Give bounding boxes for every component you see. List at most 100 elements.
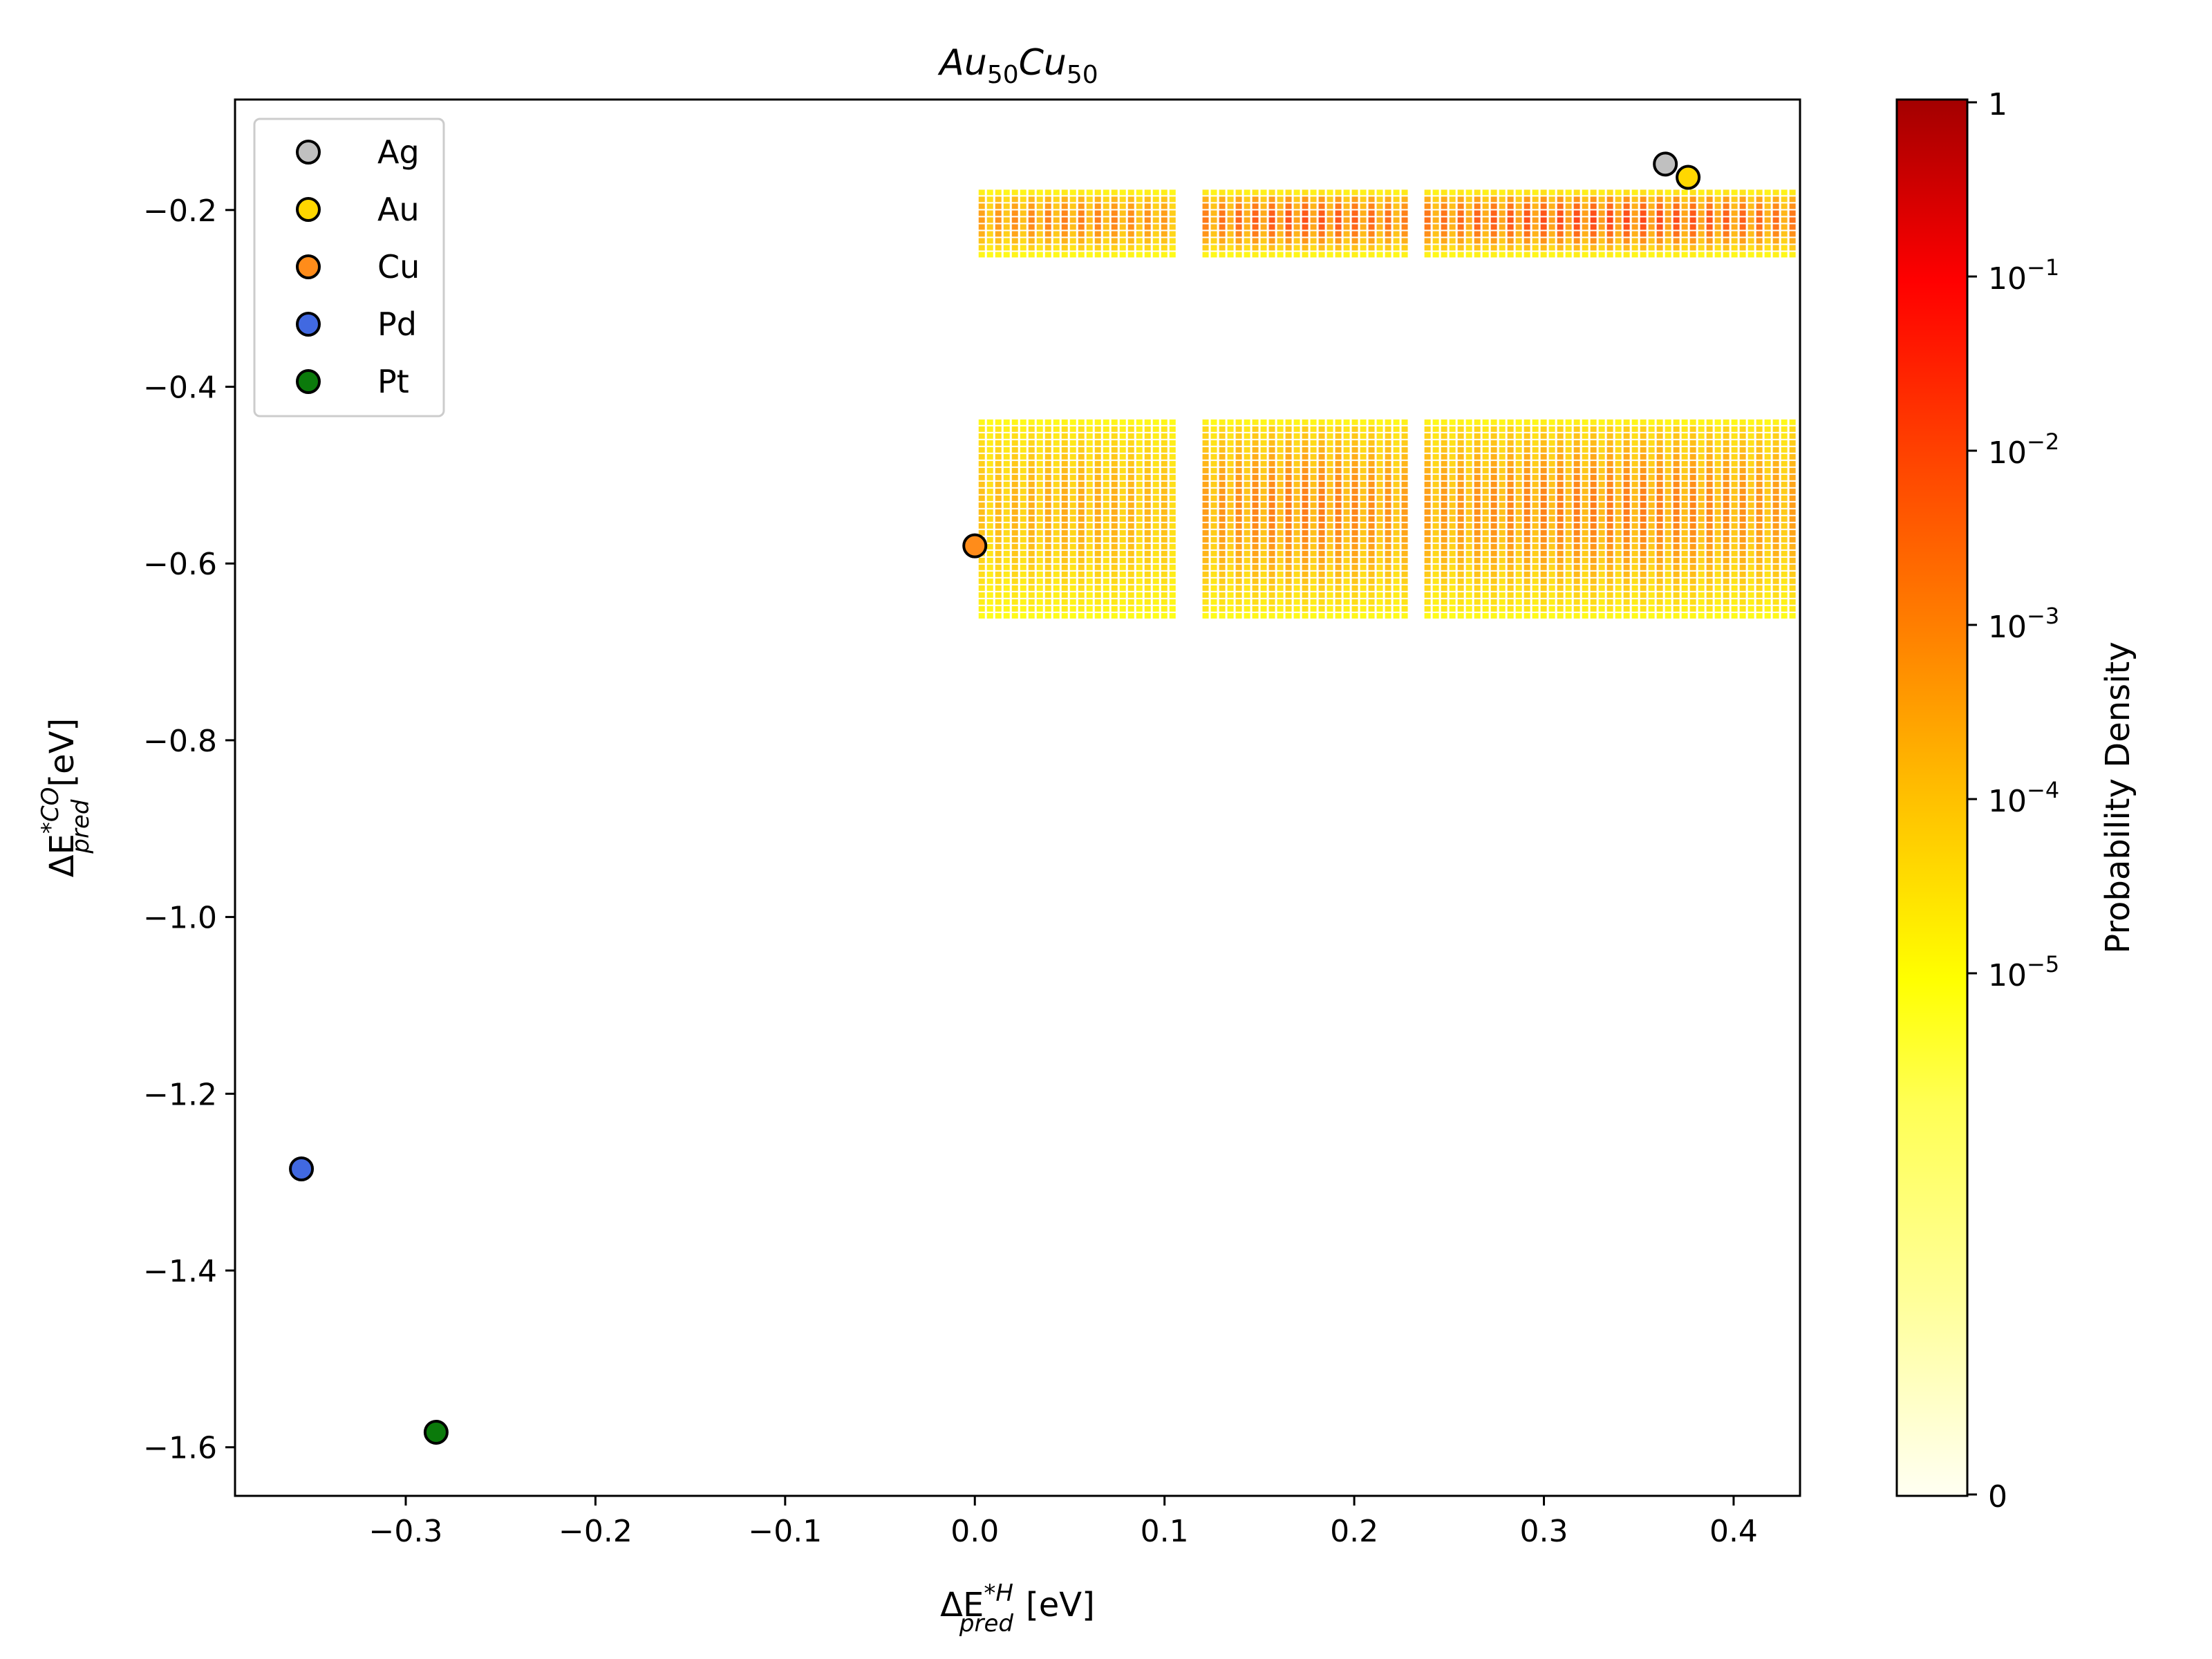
density-cell: [1343, 564, 1350, 570]
density-cell: [978, 474, 985, 480]
density-cell: [1441, 440, 1447, 446]
density-cell: [1507, 210, 1514, 216]
density-cell: [1747, 224, 1754, 230]
density-cell: [1393, 564, 1400, 570]
density-cell: [1441, 447, 1447, 453]
density-cell: [1127, 238, 1134, 244]
density-cell: [1260, 516, 1267, 522]
density-cell: [1260, 557, 1267, 563]
density-cell: [1401, 440, 1408, 446]
density-cell: [1169, 447, 1176, 453]
density-cell: [1268, 529, 1275, 536]
density-cell: [1111, 543, 1118, 550]
density-cell: [1202, 557, 1209, 563]
density-cell: [1689, 426, 1696, 432]
density-cell: [1631, 599, 1638, 605]
legend-marker-au: [296, 197, 321, 222]
density-cell: [1044, 543, 1051, 550]
density-cell: [986, 460, 993, 467]
density-cell: [1631, 238, 1638, 244]
density-cell: [1044, 453, 1051, 460]
density-cell: [1028, 426, 1035, 432]
density-cell: [1590, 550, 1597, 556]
density-cell: [1565, 523, 1572, 529]
density-cell: [1210, 543, 1217, 550]
density-cell: [1385, 571, 1391, 577]
density-cell: [1764, 550, 1771, 556]
density-cell: [1449, 571, 1456, 577]
density-cell: [1540, 433, 1547, 439]
density-cell: [1449, 509, 1456, 515]
legend-marker-pt: [296, 369, 321, 394]
x-tick-label: −0.3: [369, 1514, 443, 1549]
density-cell: [1078, 606, 1085, 612]
density-cell: [1136, 516, 1143, 522]
density-cell: [1069, 495, 1076, 501]
density-cell: [1293, 502, 1300, 508]
density-cell: [1540, 536, 1547, 543]
density-cell: [1665, 467, 1671, 474]
density-cell: [1640, 460, 1647, 467]
density-cell: [1310, 599, 1317, 605]
density-cell: [1582, 564, 1588, 570]
density-cell: [1557, 550, 1564, 556]
density-cell: [1393, 238, 1400, 244]
density-cell: [1606, 516, 1613, 522]
density-cell: [1335, 189, 1342, 196]
density-cell: [1235, 447, 1242, 453]
density-cell: [1011, 578, 1018, 584]
density-cell: [1490, 252, 1497, 258]
density-cell: [1268, 536, 1275, 543]
density-cell: [1277, 578, 1284, 584]
density-cell: [1310, 231, 1317, 237]
density-cell: [1094, 196, 1101, 203]
density-cell: [1011, 189, 1018, 196]
density-cell: [1360, 474, 1367, 480]
density-cell: [1343, 502, 1350, 508]
density-cell: [1028, 224, 1035, 230]
density-cell: [1119, 467, 1126, 474]
density-cell: [1169, 495, 1176, 501]
density-cell: [1681, 585, 1688, 591]
density-cell: [1127, 245, 1134, 251]
density-cell: [1161, 564, 1168, 570]
density-cell: [1756, 231, 1763, 237]
density-cell: [986, 453, 993, 460]
density-cell: [1260, 231, 1267, 237]
density-cell: [1482, 599, 1489, 605]
density-cell: [1698, 599, 1705, 605]
density-cell: [1623, 543, 1630, 550]
density-cell: [1681, 224, 1688, 230]
density-cell: [1747, 460, 1754, 467]
density-cell: [1706, 467, 1713, 474]
density-cell: [1318, 231, 1325, 237]
density-cell: [1606, 245, 1613, 251]
density-cell: [1393, 529, 1400, 536]
density-cell: [1515, 481, 1522, 487]
density-cell: [1277, 426, 1284, 432]
density-cell: [1318, 606, 1325, 612]
density-cell: [1360, 606, 1367, 612]
density-cell: [1524, 529, 1530, 536]
density-cell: [1623, 488, 1630, 494]
density-cell: [1482, 252, 1489, 258]
density-cell: [1681, 210, 1688, 216]
density-cell: [1432, 447, 1439, 453]
density-cell: [1376, 502, 1383, 508]
density-cell: [1532, 550, 1539, 556]
density-cell: [1465, 564, 1472, 570]
density-cell: [1540, 440, 1547, 446]
density-cell: [1285, 481, 1292, 487]
density-cell: [1515, 612, 1522, 619]
density-cell: [1003, 516, 1010, 522]
density-cell: [1393, 578, 1400, 584]
density-cell: [1532, 578, 1539, 584]
density-cell: [1152, 467, 1159, 474]
density-cell: [1623, 447, 1630, 453]
density-cell: [1739, 217, 1746, 223]
density-cell: [1772, 238, 1779, 244]
density-cell: [1293, 447, 1300, 453]
density-cell: [1789, 231, 1796, 237]
density-cell: [1318, 217, 1325, 223]
density-cell: [1573, 467, 1580, 474]
